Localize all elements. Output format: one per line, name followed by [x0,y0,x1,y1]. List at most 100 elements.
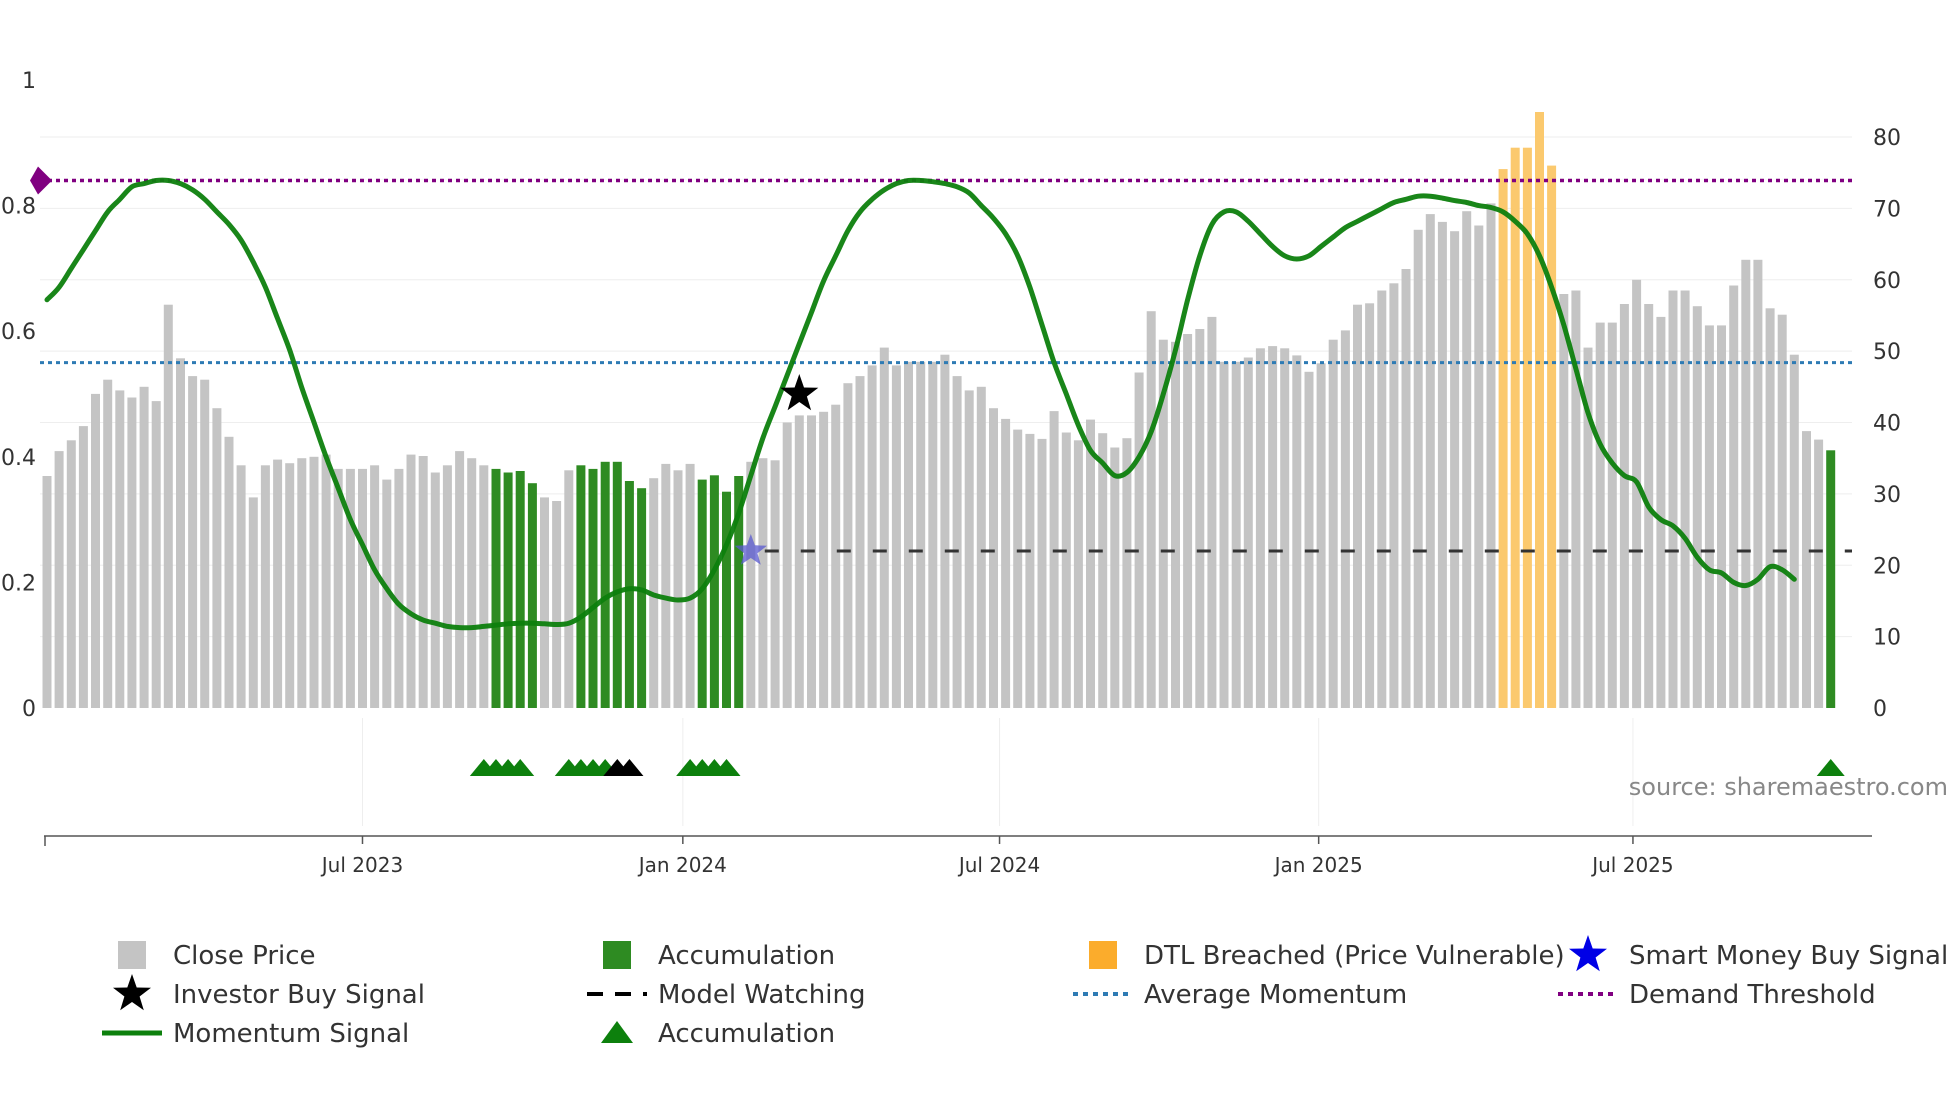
close-price-bar [1013,429,1023,708]
close-price-bar [1486,203,1496,708]
accumulation-bar [1826,450,1836,708]
close-price-bar [176,358,185,708]
close-price-bar [904,361,913,708]
close-price-bar [1656,316,1666,708]
legend-close-price-label: Close Price [173,941,316,971]
close-price-bar [188,376,198,708]
close-price-bar [989,408,998,708]
close-price-bar [285,463,295,708]
close-price-bar [309,456,319,708]
close-price-bar [103,379,113,708]
close-price-bar [1571,290,1581,708]
close-price-bar [273,459,283,708]
close-price-bar [831,404,841,708]
close-price-bar [1377,290,1387,708]
close-price-bar [1389,283,1399,708]
left-axis-tick-label: 0.6 [1,320,36,345]
close-price-bar [1607,322,1617,708]
close-price-bar [1025,433,1035,708]
close-price-bar [1231,361,1241,708]
close-price-bar [976,386,986,708]
close-price-bar [200,379,210,708]
close-price-bar [224,436,234,708]
close-price-bar [1171,341,1180,708]
close-price-bar [1777,314,1787,708]
date-tick-label: Jul 2025 [1590,853,1673,877]
left-axis-tick-label: 0 [22,697,36,722]
dtl-breached-bar [1522,147,1532,708]
legend-accumulation-label: Accumulation [658,1019,835,1049]
close-price-bar [879,347,889,708]
close-price-bar [78,426,88,708]
left-axis-tick-label: 1 [22,69,36,94]
close-price-bar [1632,279,1642,709]
legend-dtl-breached-price-vulnerable-label: DTL Breached (Price Vulnerable) [1144,941,1565,971]
right-axis-tick-label: 0 [1873,697,1887,722]
close-price-bar [321,454,331,708]
close-price-bar [236,465,246,708]
right-axis-tick-label: 20 [1873,554,1901,579]
right-axis-tick-label: 60 [1873,269,1901,294]
legend-average-momentum-label: Average Momentum [1144,980,1407,1010]
accumulation-bar [600,461,610,708]
close-price-bar [1437,221,1447,708]
close-price-bar [1765,308,1775,708]
close-price-bar [1243,357,1253,708]
close-price-bar [1061,432,1071,708]
close-price-bar [139,386,149,708]
accumulation-bar [588,468,598,708]
close-price-bar [661,463,671,708]
close-price-bars [42,112,1836,709]
close-price-bar [928,361,938,708]
accumulation-bar [722,491,731,708]
close-price-bar [1328,339,1338,708]
right-axis-tick-label: 70 [1873,197,1901,222]
close-price-bar [1729,285,1739,708]
close-price-bar [819,411,829,708]
accumulation-triangle [712,759,741,776]
accumulation-bar [612,461,622,708]
signal-markers [469,374,1845,776]
close-price-bar [151,401,161,708]
legend-model-watching-label: Model Watching [658,980,865,1010]
close-price-bar [782,422,792,708]
close-price-bar [564,470,574,708]
date-tick-label: Jan 2025 [1273,853,1363,877]
close-price-bar [1304,371,1314,708]
close-price-bar [1316,363,1326,708]
dtl-breached-bar [1547,165,1557,709]
close-price-bar [430,472,440,708]
close-price-bar [685,463,695,708]
close-price-bar [1425,214,1435,708]
accumulation-bar [709,475,719,708]
close-price-bar [1219,361,1229,708]
close-price-bar [758,458,768,708]
close-price-bar [260,465,270,708]
right-axis-tick-label: 50 [1873,340,1901,365]
right-axis-tick-label: 30 [1873,483,1901,508]
close-price-bar [1073,440,1083,708]
right-axis-tick-label: 10 [1873,626,1901,651]
close-price-bar [248,497,258,708]
close-price-bar [115,390,125,708]
close-price-bar [1474,225,1484,708]
close-price-bar [42,476,52,708]
smart-money-buy-star [734,534,767,565]
investor-buy-star [780,374,819,411]
close-price-bar [1704,325,1714,708]
legend-close-price-swatch [118,941,146,969]
close-price-bar [964,390,974,708]
investor-triangle [615,759,644,776]
right-axis-tick-label: 80 [1873,126,1901,151]
legend-investor-buy-signal-swatch [113,974,151,1011]
close-price-bar [1802,431,1811,708]
close-price-bar [1559,294,1569,708]
close-price-bar [163,304,173,708]
close-price-bar [1619,304,1629,708]
legend-accumulation-label: Accumulation [658,941,835,971]
legend-smart-money-buy-signal-label: Smart Money Buy Signal [1629,941,1948,971]
accumulation-bar [576,465,586,708]
close-price-bar [1668,290,1678,708]
close-price-bar [1158,339,1168,708]
